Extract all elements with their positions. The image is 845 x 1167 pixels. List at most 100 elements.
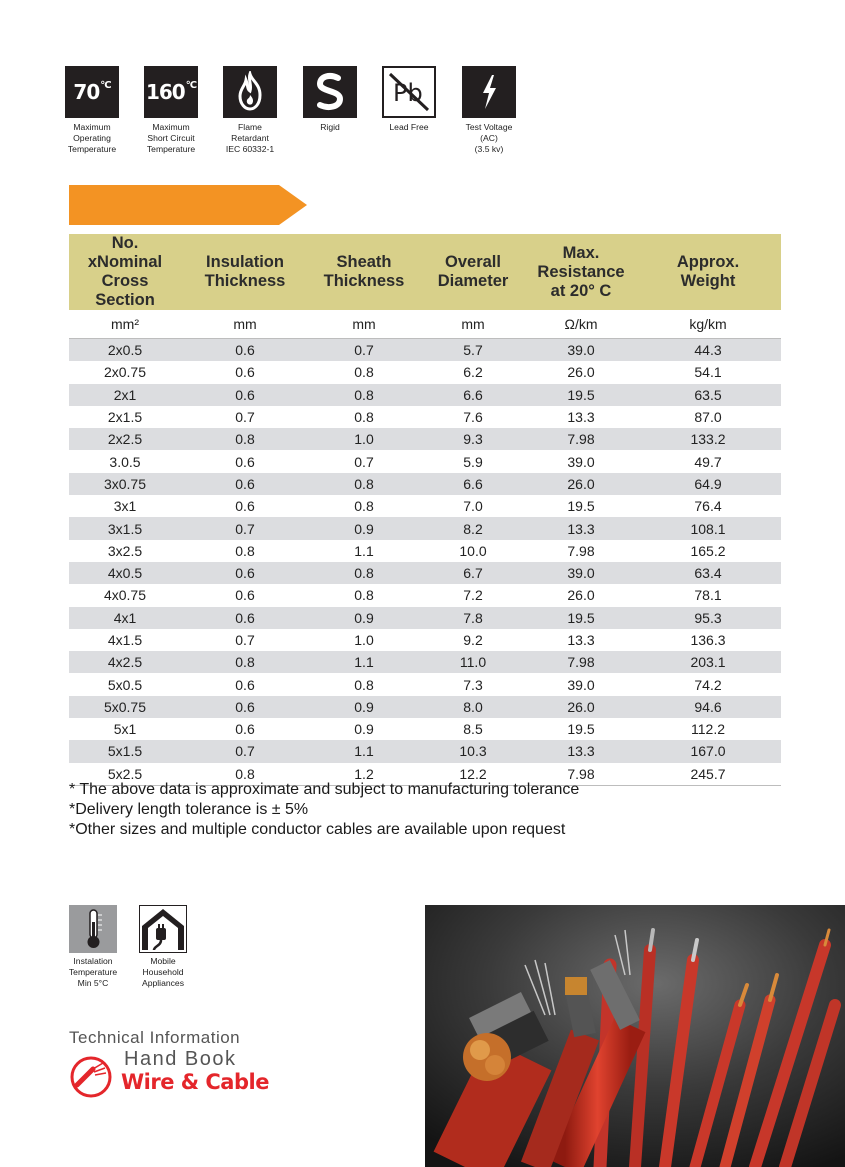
table-cell: 0.6 [181,673,309,696]
header-weight: Approx. Weight [635,234,781,310]
table-cell: 2x0.75 [69,361,181,384]
table-cell: 4x2.5 [69,651,181,674]
test-voltage-block: Test Voltage (AC) (3.5 kv) [454,66,524,155]
table-cell: 39.0 [527,673,635,696]
table-cell: 54.1 [635,361,781,384]
max-operating-temp-block: 70°C Maximum Operating Temperature [57,66,127,155]
table-cell: 1.2 [309,762,419,786]
table-cell: 6.6 [419,472,527,496]
table-row: 5x1.5 0.7 1.1 10.3 13.3 167.0 [69,740,781,763]
table-cell: 0.8 [181,651,309,674]
table-cell: 0.9 [309,695,419,719]
table-cell: 5.9 [419,450,527,473]
table-cell: 4x0.5 [69,561,181,585]
rigid-icon [303,66,357,118]
flame-icon [223,66,277,118]
table-cell: 0.6 [181,361,309,384]
table-cell: 10.0 [419,539,527,562]
table-cell: 6.6 [419,383,527,406]
table-cell: 26.0 [527,695,635,719]
table-row: 2x2.5 0.8 1.0 9.3 7.98 133.2 [69,428,781,451]
section-arrow-banner [69,185,307,225]
table-row: 3x1.5 0.7 0.9 8.2 13.3 108.1 [69,517,781,540]
icon-caption: Instalation Temperature Min 5°C [68,956,118,988]
unit-cell: mm² [69,310,181,339]
table-cell: 4x1.5 [69,628,181,652]
table-cell: 0.8 [309,561,419,585]
table-cell: 1.0 [309,628,419,652]
icon-caption: Flame Retardant IEC 60332-1 [225,122,275,154]
table-cell: 26.0 [527,584,635,607]
lightning-icon [462,66,516,118]
table-cell: 49.7 [635,450,781,473]
table-cell: 7.3 [419,673,527,696]
lead-free-icon: Pb [382,66,436,118]
table-cell: 0.8 [309,361,419,384]
table-cell: 64.9 [635,472,781,496]
icon-caption: Maximum Operating Temperature [67,122,117,154]
table-cell: 87.0 [635,405,781,429]
table-cell: 0.7 [181,405,309,429]
table-cell: 0.6 [181,606,309,629]
table-cell: 5x1.5 [69,740,181,763]
table-cell: 5x0.75 [69,695,181,719]
table-cell: 1.0 [309,428,419,451]
table-cell: 5x1 [69,718,181,741]
table-cell: 0.8 [181,762,309,786]
table-cell: 0.8 [181,428,309,451]
table-row: 4x1.5 0.7 1.0 9.2 13.3 136.3 [69,628,781,652]
table-cell: 0.6 [181,718,309,741]
handbook-branding: Technical Information Hand Book Wire & C… [69,1028,269,1098]
table-body: 2x0.5 0.6 0.7 5.7 39.0 44.3 2x0.75 0.6 0.8 6.2 26.… [69,338,781,786]
table-cell: 167.0 [635,740,781,763]
table-cell: 133.2 [635,428,781,451]
table-cell: 0.9 [309,517,419,540]
table-cell: 26.0 [527,472,635,496]
table-cell: 0.8 [309,584,419,607]
temperature-160-icon: 160°C [144,66,198,118]
table-cell: 0.6 [181,561,309,585]
icon-caption: Mobile Household Appliances [141,956,185,988]
table-cell: 8.0 [419,695,527,719]
table-cell: 0.8 [309,673,419,696]
table-row: 4x1 0.6 0.9 7.8 19.5 95.3 [69,606,781,629]
rigid-block: Rigid [295,66,365,133]
cable-spec-table: No. xNominal Cross Section Insulation Thic… [69,234,781,786]
handbook-line-1: Technical Information [69,1028,241,1047]
note-line: *Delivery length tolerance is ± 5% [69,801,309,818]
table-cell: 26.0 [527,361,635,384]
table-cell: 39.0 [527,561,635,585]
table-cell: 0.7 [309,338,419,362]
table-cell: 7.0 [419,495,527,518]
table-cell: 0.8 [181,539,309,562]
installation-temp-block: Instalation Temperature Min 5°C [61,905,125,989]
table-cell: 0.8 [309,405,419,429]
table-cell: 9.2 [419,628,527,652]
table-cell: 76.4 [635,495,781,518]
table-cell: 3.0.5 [69,450,181,473]
icon-caption: Maximum Short Circuit Temperature [146,122,196,154]
table-cell: 0.7 [181,628,309,652]
table-row: 4x2.5 0.8 1.1 11.0 7.98 203.1 [69,651,781,674]
table-cell: 7.6 [419,405,527,429]
table-row: 3x2.5 0.8 1.1 10.0 7.98 165.2 [69,539,781,562]
table-cell: 10.3 [419,740,527,763]
table-cell: 1.1 [309,651,419,674]
table-cell: 5x0.5 [69,673,181,696]
table-cell: 203.1 [635,651,781,674]
short-circuit-temp-block: 160°C Maximum Short Circuit Temperature [136,66,206,155]
table-cell: 2x1.5 [69,405,181,429]
table-cell: 78.1 [635,584,781,607]
table-row: 5x0.5 0.6 0.8 7.3 39.0 74.2 [69,673,781,696]
table-cell: 245.7 [635,762,781,786]
table-cell: 136.3 [635,628,781,652]
table-row: 2x0.75 0.6 0.8 6.2 26.0 54.1 [69,361,781,384]
header-diameter: Overall Diameter [419,234,527,310]
note-line: *Other sizes and multiple conductor cabl… [69,821,566,838]
table-row: 2x1.5 0.7 0.8 7.6 13.3 87.0 [69,405,781,429]
table-cell: 3x1.5 [69,517,181,540]
house-plug-icon [139,905,187,953]
unit-cell: Ω/km [527,310,635,339]
table-header-row: No. xNominal Cross Section Insulation Thic… [69,234,781,310]
table-cell: 95.3 [635,606,781,629]
